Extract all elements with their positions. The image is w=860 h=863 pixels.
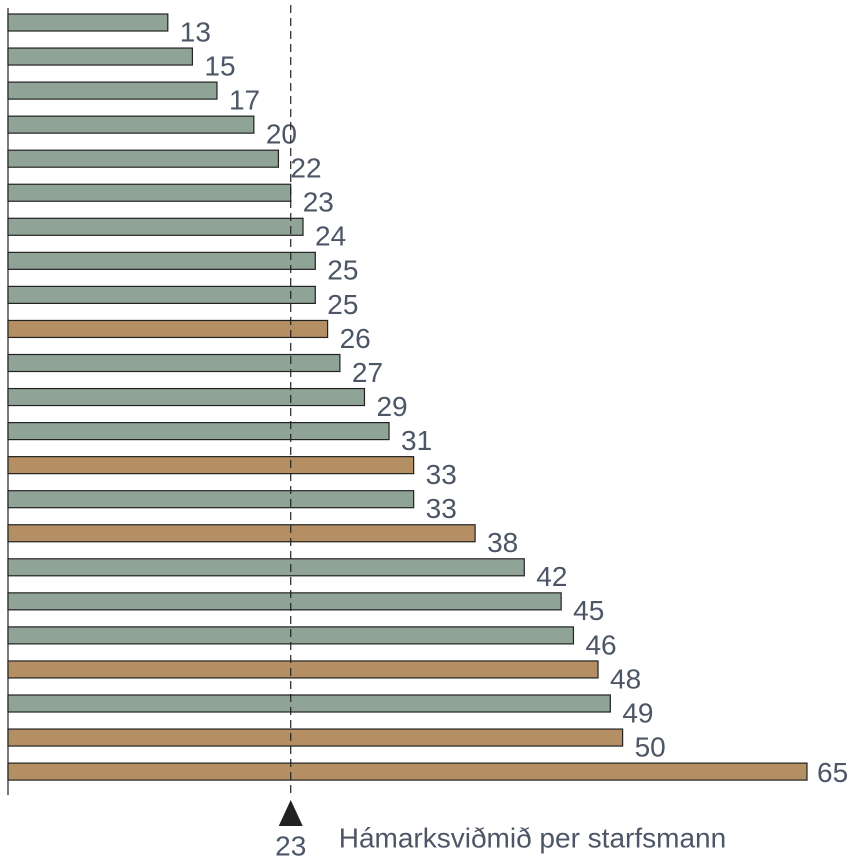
value-label: 22	[290, 153, 321, 184]
value-label: 38	[487, 527, 518, 558]
reference-marker	[278, 800, 303, 826]
bar	[7, 456, 415, 475]
value-label: 48	[610, 663, 641, 694]
bar	[7, 353, 341, 373]
bar	[7, 217, 304, 236]
value-label: 46	[585, 629, 616, 660]
value-label: 20	[266, 119, 297, 150]
bar	[7, 592, 562, 611]
value-label: 26	[340, 323, 371, 354]
value-label: 42	[536, 561, 567, 592]
bar	[7, 387, 366, 407]
value-label: 17	[229, 84, 260, 115]
reference-value: 23	[275, 830, 306, 861]
value-label: 45	[573, 595, 604, 626]
bar	[7, 149, 280, 168]
bar	[7, 728, 624, 747]
value-label: 29	[376, 391, 407, 422]
bar	[7, 47, 193, 66]
bar	[7, 422, 390, 441]
bar	[7, 183, 292, 202]
bar	[7, 558, 525, 577]
value-label: 33	[426, 493, 457, 524]
bar	[7, 490, 415, 509]
value-label: 49	[622, 697, 653, 728]
bar	[7, 694, 611, 713]
value-label: 65	[817, 757, 848, 788]
bar	[7, 285, 316, 304]
bar	[7, 115, 255, 134]
value-label: 31	[401, 425, 432, 456]
reference-label: Hámarksviðmið per starfsmann	[339, 822, 726, 853]
value-label: 50	[635, 731, 666, 762]
bar	[7, 524, 476, 543]
value-label: 25	[327, 255, 358, 286]
value-label: 24	[315, 221, 346, 252]
bar	[7, 660, 599, 679]
value-label: 25	[327, 289, 358, 320]
bar	[7, 762, 808, 781]
bar	[7, 13, 169, 32]
bar	[7, 251, 316, 270]
value-label: 23	[303, 187, 334, 218]
bar	[7, 81, 218, 100]
value-label: 33	[426, 459, 457, 490]
value-label: 15	[204, 50, 235, 81]
value-label: 27	[352, 357, 383, 388]
bar	[7, 319, 329, 339]
value-label: 13	[180, 16, 211, 47]
